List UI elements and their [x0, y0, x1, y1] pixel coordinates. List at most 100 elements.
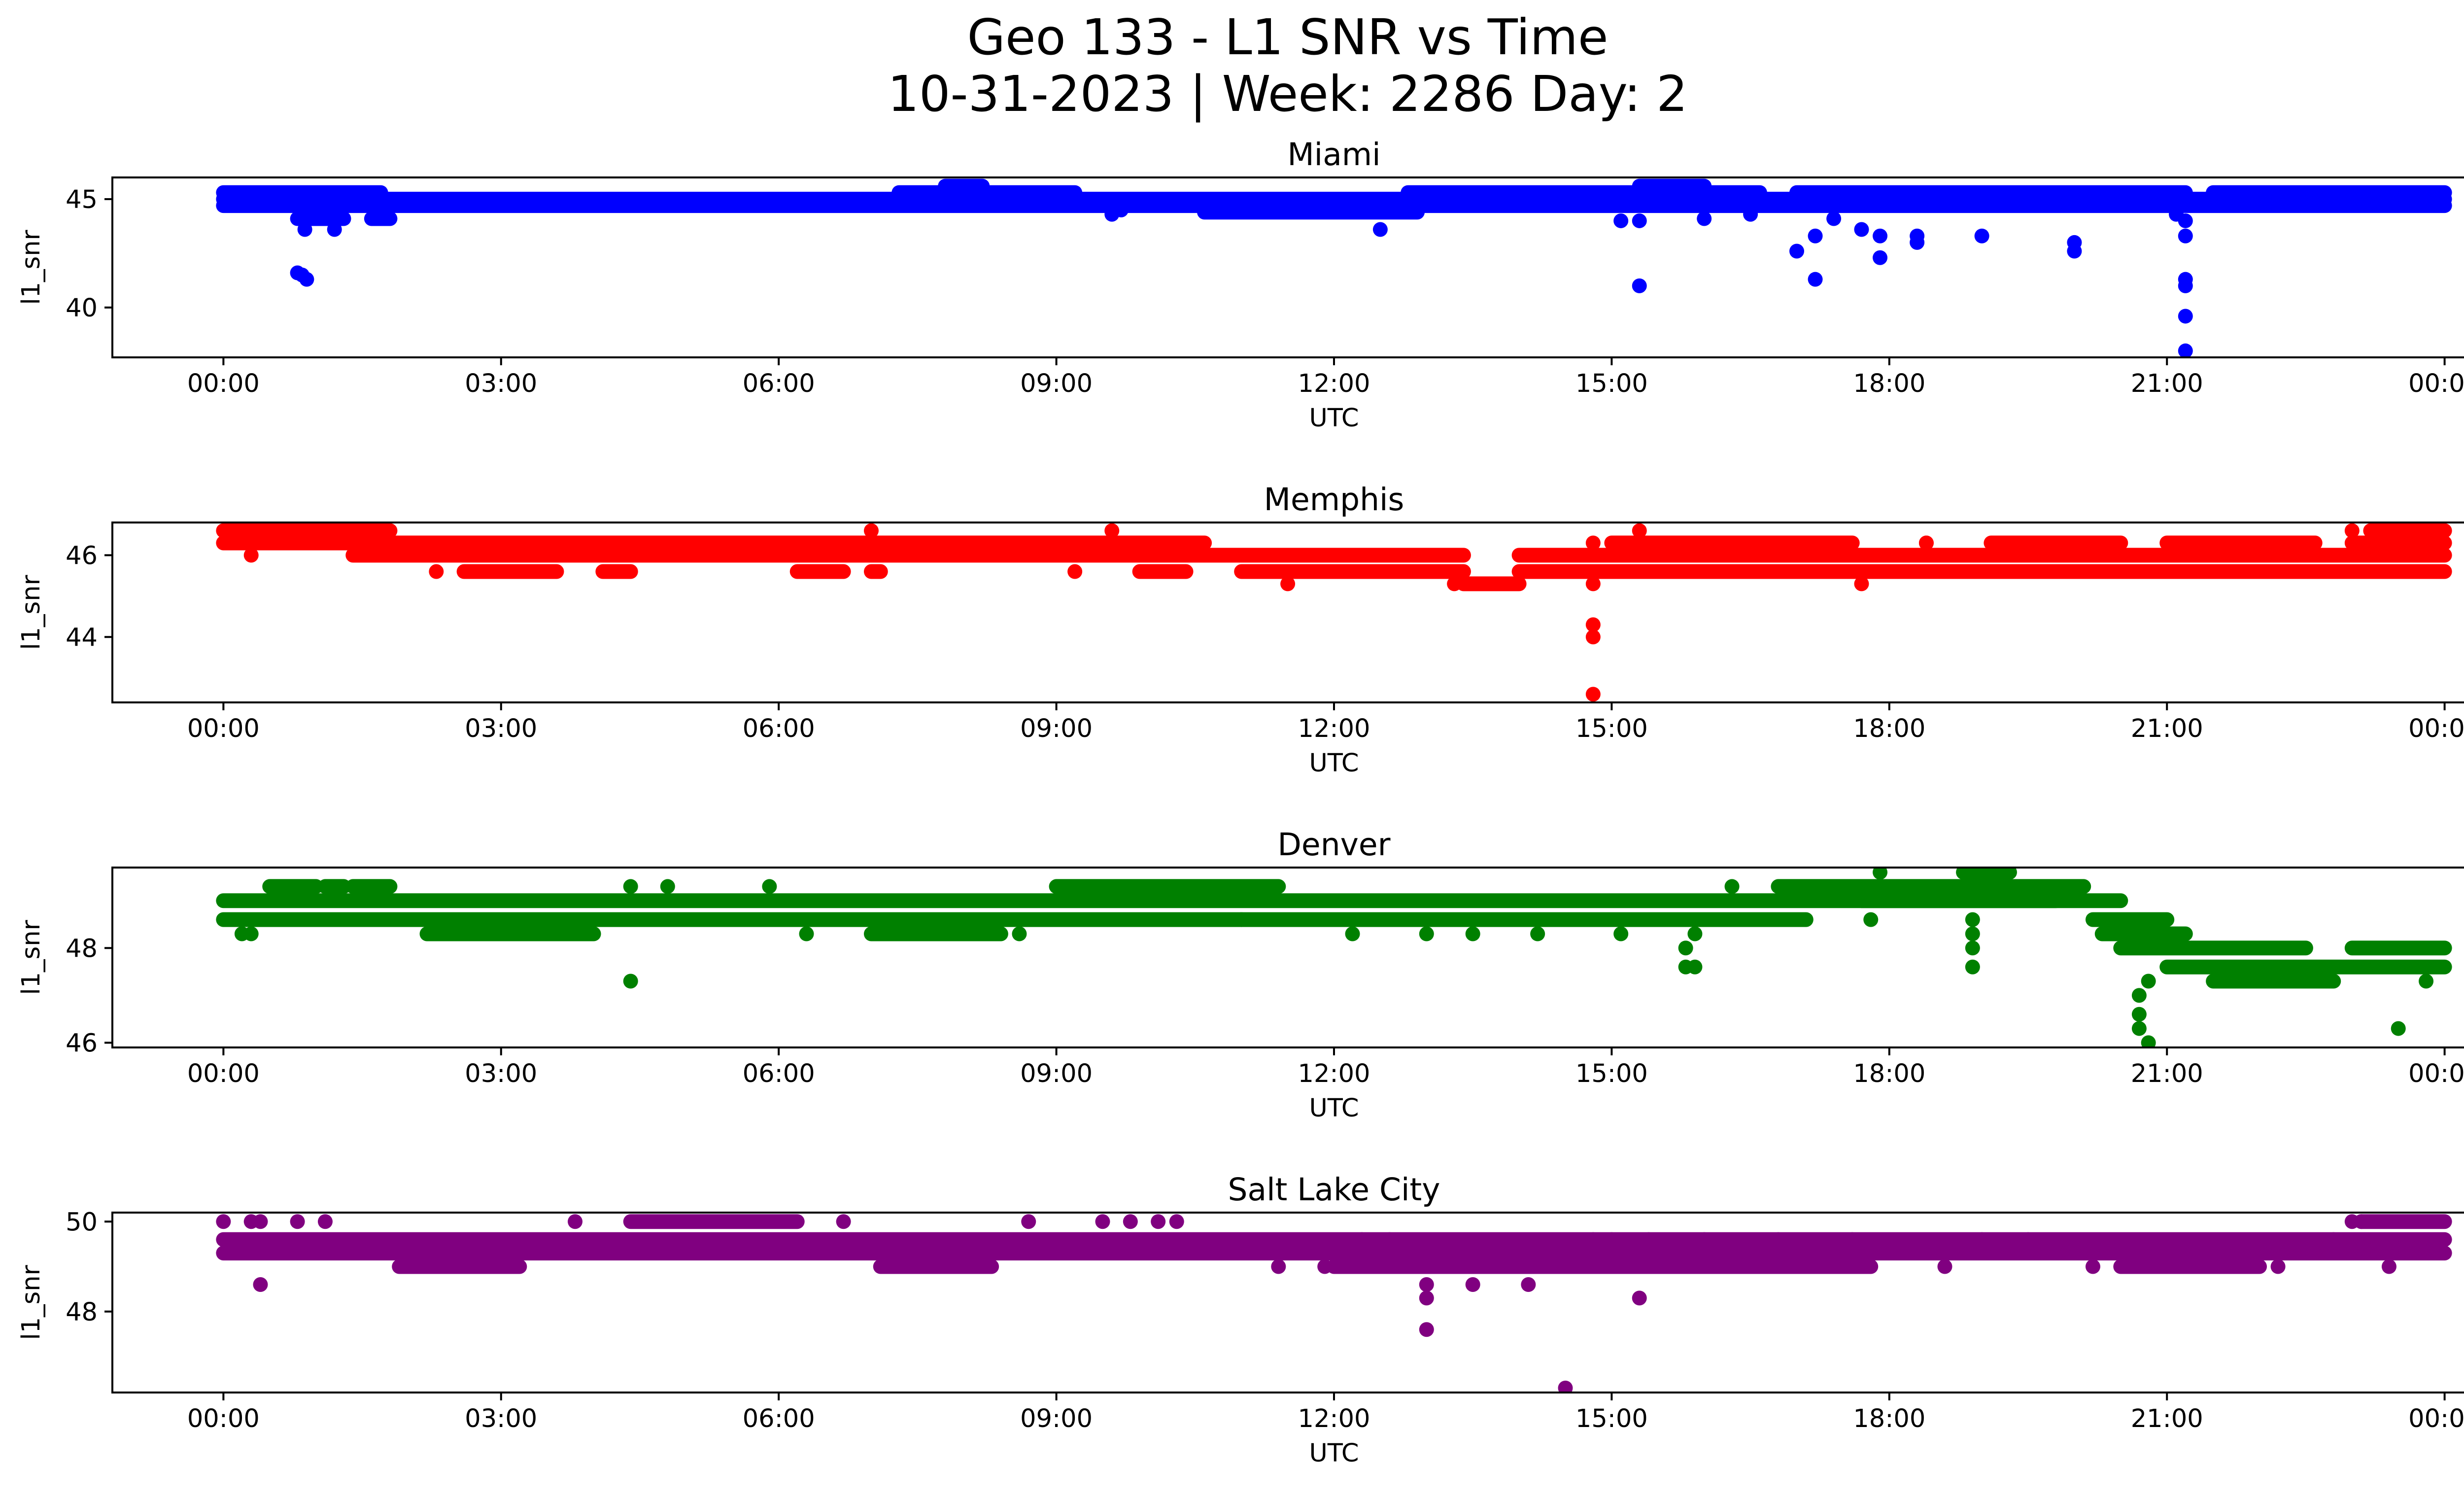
data-point — [1604, 1232, 1619, 1247]
chart-subtitle: 10-31-2023 | Week: 2286 Day: 2 — [888, 65, 1687, 123]
data-point — [1910, 228, 1925, 244]
x-tick-label: 18:00 — [1853, 1059, 1925, 1088]
x-tick-label: 12:00 — [1298, 369, 1370, 398]
data-point — [2178, 309, 2193, 324]
x-tick-label: 12:00 — [1298, 1059, 1370, 1088]
data-point — [2391, 1021, 2406, 1036]
data-point — [2085, 1259, 2100, 1274]
data-point — [1965, 959, 1980, 975]
y-axis-label: l1_snr — [17, 575, 46, 650]
x-tick-label: 06:00 — [743, 1404, 815, 1433]
data-point — [1965, 940, 1980, 956]
y-tick-label: 46 — [66, 1029, 98, 1058]
panel-title: Memphis — [1264, 482, 1404, 518]
data-point — [1678, 940, 1693, 956]
data-point — [243, 548, 259, 563]
data-point — [1169, 1214, 1184, 1229]
y-tick-label: 44 — [66, 623, 98, 652]
data-point — [290, 1214, 305, 1229]
x-axis-label: UTC — [1309, 1439, 1359, 1468]
data-point — [1697, 211, 1712, 226]
data-point — [1873, 228, 1888, 244]
data-point — [1687, 926, 1703, 941]
x-tick-label: 00:00 — [2408, 1404, 2464, 1433]
data-point — [1067, 564, 1083, 579]
data-point — [253, 1214, 268, 1229]
data-point — [253, 1277, 268, 1292]
data-point — [2178, 343, 2193, 357]
panel-data — [216, 523, 2452, 702]
data-point — [1613, 926, 1629, 941]
data-point — [1632, 213, 1647, 228]
panels-layer: Miami 00:00 03:00 06:00 09:00 12:00 15:00 18:00… — [17, 137, 2464, 1468]
data-point — [1808, 228, 1823, 244]
data-point — [2381, 1259, 2396, 1274]
data-point — [2419, 974, 2434, 989]
x-tick-label: 00:00 — [187, 1404, 260, 1433]
data-point — [1632, 278, 1647, 293]
data-point — [660, 879, 675, 894]
data-point — [1845, 1232, 1860, 1247]
x-tick-label: 03:00 — [465, 1404, 537, 1433]
panel-data — [216, 178, 2452, 357]
data-point — [429, 564, 444, 579]
data-point — [863, 523, 879, 538]
x-tick-label: 09:00 — [1020, 1404, 1093, 1433]
data-point — [1456, 1246, 1471, 1261]
data-point — [2131, 1007, 2147, 1022]
data-point — [1123, 1214, 1138, 1229]
data-point — [1808, 272, 1823, 287]
x-tick-label: 00:00 — [187, 1059, 260, 1088]
data-point — [2354, 1214, 2369, 1229]
data-point — [1447, 576, 1462, 592]
data-point — [1743, 207, 1758, 222]
data-point — [2178, 228, 2193, 244]
x-tick-label: 03:00 — [465, 714, 537, 743]
data-point — [1632, 1290, 1647, 1306]
x-axis-label: UTC — [1309, 749, 1359, 778]
data-point — [216, 1214, 231, 1229]
data-point — [243, 926, 259, 941]
data-point — [1372, 222, 1388, 237]
x-tick-label: 15:00 — [1575, 369, 1648, 398]
data-point — [623, 974, 638, 989]
data-point — [1641, 1232, 1656, 1247]
x-tick-label: 09:00 — [1020, 369, 1093, 398]
x-tick-label: 00:00 — [2408, 714, 2464, 743]
x-tick-label: 15:00 — [1575, 1059, 1648, 1088]
data-point — [2178, 278, 2193, 293]
data-point — [1345, 926, 1360, 941]
panel-salt-lake-city: Salt Lake City 00:00 03:00 06:00 09:00 12:00 1… — [17, 1172, 2464, 1468]
x-tick-label: 00:00 — [2408, 1059, 2464, 1088]
data-point — [1104, 523, 1120, 538]
panel-miami: Miami 00:00 03:00 06:00 09:00 12:00 15:00 18:00… — [17, 137, 2464, 433]
data-point — [1632, 523, 1647, 538]
data-point — [1937, 1259, 1952, 1274]
x-tick-label: 09:00 — [1020, 1059, 1093, 1088]
data-point — [799, 926, 814, 941]
panel-denver: Denver 00:00 03:00 06:00 09:00 12:00 15:00 18:0… — [17, 827, 2464, 1123]
data-point — [1789, 244, 1805, 259]
y-axis-label: l1_snr — [17, 1265, 46, 1340]
x-tick-label: 12:00 — [1298, 1404, 1370, 1433]
y-tick-label: 50 — [66, 1208, 98, 1237]
panel-title: Denver — [1277, 827, 1390, 863]
x-tick-label: 15:00 — [1575, 1404, 1648, 1433]
data-point — [1271, 1259, 1286, 1274]
data-point — [1419, 1290, 1434, 1306]
data-point — [1419, 926, 1434, 941]
x-tick-label: 12:00 — [1298, 714, 1370, 743]
data-point — [1021, 1214, 1036, 1229]
data-point — [317, 1214, 333, 1229]
x-tick-label: 06:00 — [743, 1059, 815, 1088]
data-point — [1585, 629, 1601, 645]
data-point — [1918, 535, 1934, 551]
data-point — [1873, 250, 1888, 265]
x-tick-label: 09:00 — [1020, 714, 1093, 743]
x-axis-label: UTC — [1309, 1094, 1359, 1123]
data-point — [1511, 1259, 1527, 1274]
data-point — [1613, 213, 1629, 228]
data-point — [1465, 1277, 1480, 1292]
x-tick-label: 21:00 — [2131, 369, 2203, 398]
x-tick-label: 03:00 — [465, 369, 537, 398]
